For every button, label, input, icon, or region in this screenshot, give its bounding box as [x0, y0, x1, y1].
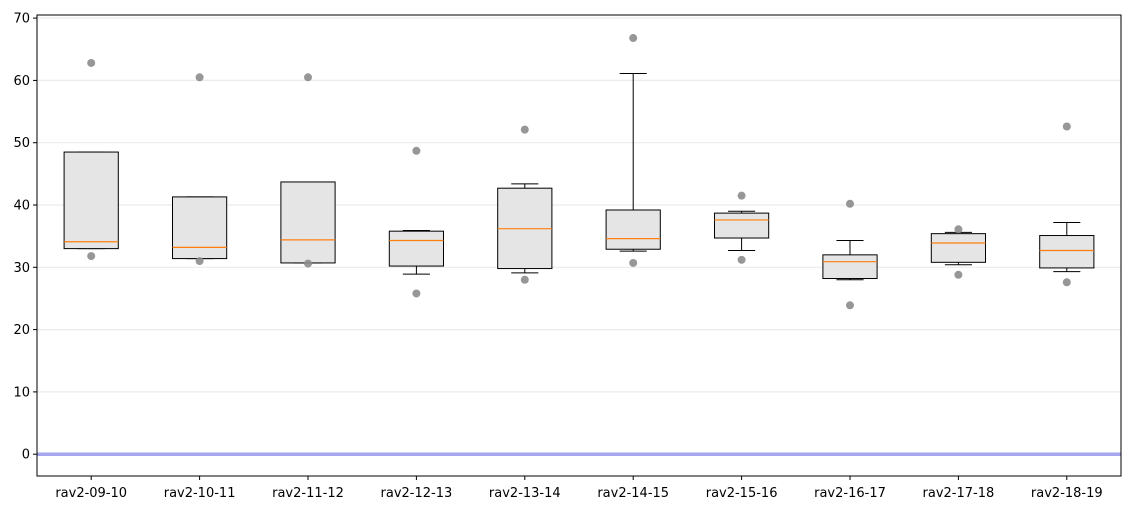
- box-body: [1039, 235, 1095, 269]
- x-tick-label: rav2-14-15: [597, 486, 669, 501]
- outlier-point: [954, 270, 963, 279]
- outlier-point: [412, 146, 421, 155]
- outlier-point: [1062, 122, 1071, 131]
- box-body: [172, 196, 228, 260]
- x-tick-label: rav2-11-12: [272, 486, 344, 501]
- x-tick-label: rav2-16-17: [814, 486, 886, 501]
- box-item: [822, 199, 878, 310]
- plot-frame: [36, 14, 1122, 477]
- outlier-point: [520, 125, 529, 134]
- outlier-point: [87, 58, 96, 67]
- y-tick-label: 60: [13, 74, 30, 89]
- x-axis: rav2-09-10 rav2-10-11 rav2-11-12 rav2-12-13…: [55, 476, 1103, 501]
- box-body: [822, 254, 878, 280]
- outlier-point: [629, 258, 638, 267]
- y-axis: 0 10 20 30 40 50 60 70: [13, 12, 37, 463]
- box-item: [172, 73, 228, 266]
- outlier-point: [954, 225, 963, 234]
- box-item: [388, 146, 444, 298]
- outlier-point: [195, 257, 204, 266]
- box-body: [63, 151, 119, 250]
- box-body: [714, 212, 770, 239]
- outlier-point: [737, 255, 746, 264]
- box-body: [280, 181, 336, 264]
- outlier-point: [520, 275, 529, 284]
- outlier-point: [846, 199, 854, 208]
- outlier-point: [629, 34, 638, 43]
- box-item: [63, 58, 119, 261]
- outlier-point: [304, 259, 312, 268]
- outlier-point: [195, 73, 204, 82]
- y-tick-label: 30: [13, 261, 30, 276]
- x-tick-label: rav2-13-14: [489, 486, 561, 501]
- x-tick-label: rav2-12-13: [381, 486, 453, 501]
- y-tick-label: 10: [13, 385, 30, 400]
- box-item: [930, 225, 986, 279]
- x-tick-label: rav2-18-19: [1031, 486, 1103, 501]
- x-tick-label: rav2-10-11: [164, 486, 236, 501]
- box-item: [605, 34, 661, 267]
- boxes-layer: [63, 34, 1095, 310]
- outlier-point: [87, 252, 96, 261]
- y-tick-label: 50: [13, 136, 30, 151]
- x-tick-label: rav2-17-18: [923, 486, 995, 501]
- x-tick-label: rav2-09-10: [55, 486, 127, 501]
- outlier-point: [304, 73, 312, 82]
- box-item: [280, 73, 336, 268]
- y-tick-label: 0: [22, 448, 30, 463]
- box-body: [388, 230, 444, 267]
- outlier-point: [846, 301, 854, 310]
- y-tick-label: 20: [13, 323, 30, 338]
- box-item: [714, 191, 770, 264]
- x-tick-label: rav2-15-16: [706, 486, 778, 501]
- y-tick-label: 70: [13, 12, 30, 27]
- box-item: [1039, 122, 1095, 287]
- box-item: [497, 125, 553, 284]
- y-tick-label: 40: [13, 199, 30, 214]
- outlier-point: [412, 289, 421, 298]
- outlier-point: [737, 191, 746, 200]
- outlier-point: [1062, 278, 1071, 287]
- box-body: [605, 209, 661, 250]
- box-body: [930, 233, 986, 263]
